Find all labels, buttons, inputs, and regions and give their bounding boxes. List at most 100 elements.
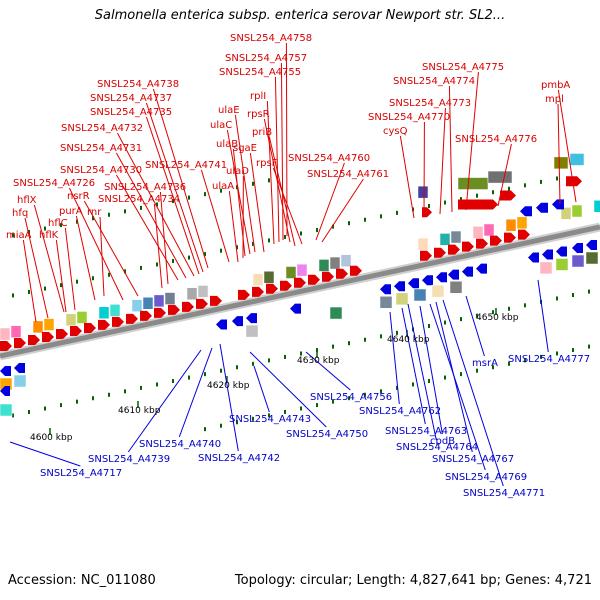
forward-gene-arrow	[266, 283, 278, 294]
reverse-feature-block	[245, 324, 259, 338]
upper-forward-arrow	[458, 199, 498, 210]
tick-row-upper-tick	[140, 205, 142, 210]
reverse-gene-arrow	[232, 316, 243, 327]
bottom-leader-line	[253, 365, 270, 413]
tick-row-mid-upper-tick	[348, 221, 350, 226]
reverse-gene-arrow	[572, 243, 583, 254]
upper-reverse-arrow	[552, 199, 564, 210]
top-leader-line	[497, 143, 512, 207]
bottom-gene-label: SNSL254_A4739	[88, 454, 170, 465]
top-gene-label: sgaE	[233, 143, 257, 154]
tick-row-mid-lower-tick	[268, 358, 270, 363]
tick-row-lower-tick	[236, 420, 238, 425]
top-gene-label: mpl	[545, 94, 564, 105]
bottom-gene-label: cpdB	[430, 436, 455, 447]
tick-row-mid-upper-tick	[284, 234, 286, 239]
tick-row-lower-tick	[412, 382, 414, 387]
bottom-gene-label: SNSL254_A4756	[310, 392, 392, 403]
reverse-gene-arrow	[436, 272, 447, 283]
tick-row-lower-tick	[204, 427, 206, 432]
bottom-gene-label: SNSL254_A4763	[385, 426, 467, 437]
tick-row-mid-upper-tick	[124, 269, 126, 274]
tick-row-mid-upper-tick	[188, 255, 190, 260]
forward-gene-arrow	[182, 301, 194, 312]
tick-row-mid-lower-tick	[572, 293, 574, 298]
reverse-gene-arrow	[14, 362, 25, 373]
tick-row-lower-tick	[476, 368, 478, 373]
forward-gene-arrow	[112, 316, 124, 327]
top-leader-line	[263, 118, 291, 243]
tick-row-mid-upper-tick	[332, 224, 334, 229]
feature-block	[417, 237, 429, 251]
tick-row-lower-tick	[588, 344, 590, 349]
upper-feature-block	[417, 185, 429, 199]
top-gene-label: rplI	[250, 91, 266, 102]
tick-row-mid-upper-tick	[444, 200, 446, 205]
tick-row-mid-upper-tick	[316, 228, 318, 233]
tick-row-mid-lower-tick	[108, 392, 110, 397]
top-leader-line	[99, 216, 105, 297]
feature-block	[340, 254, 352, 267]
tick-row-mid-upper-tick	[156, 262, 158, 267]
tick-row-upper-tick	[236, 185, 238, 190]
reverse-feature-block	[555, 258, 569, 271]
forward-gene-arrow	[434, 247, 446, 258]
tick-row-mid-upper-tick	[220, 248, 222, 253]
tick-row-upper-tick	[204, 192, 206, 197]
kbp-label: 4630 kbp	[297, 356, 340, 366]
kbp-label: 4640 kbp	[387, 335, 430, 345]
reverse-gene-arrow	[216, 319, 227, 330]
reverse-gene-arrow	[408, 278, 419, 289]
tick-row-mid-lower-tick	[300, 351, 302, 356]
feature-block	[516, 216, 528, 230]
lower-feature-block	[0, 403, 13, 417]
forward-gene-arrow	[126, 313, 138, 324]
tick-row-mid-lower-tick	[492, 310, 494, 315]
top-gene-label: SNSL254_A4732	[61, 123, 143, 134]
forward-gene-arrow	[28, 334, 40, 345]
top-leader-line	[24, 217, 49, 319]
tick-row-mid-lower-tick	[364, 337, 366, 342]
reverse-gene-arrow	[290, 303, 301, 314]
tick-row-lower-tick	[508, 361, 510, 366]
tick-row-mid-upper-tick	[28, 289, 30, 294]
bottom-leader-line	[407, 303, 437, 441]
top-gene-label: miaA	[6, 230, 32, 241]
forward-gene-arrow	[336, 268, 348, 279]
tick-row-mid-lower-tick	[252, 361, 254, 366]
reverse-gene-arrow	[0, 366, 11, 376]
lower-reverse-arrow	[0, 386, 10, 396]
backbone-line	[0, 224, 600, 359]
tick-row-mid-upper-tick	[460, 197, 462, 202]
forward-gene-arrow	[168, 304, 180, 315]
top-gene-label: SNSL254_A4726	[13, 178, 95, 189]
tick-row-mid-upper-tick	[76, 279, 78, 284]
tick-row-mid-upper-tick	[236, 245, 238, 250]
upper-forward-arrow	[422, 207, 432, 218]
tick-row-lower-tick	[220, 423, 222, 428]
feature-block	[197, 285, 209, 298]
tick-row-lower-tick	[252, 416, 254, 421]
top-leader-line	[321, 178, 364, 243]
top-leader-line	[64, 227, 76, 311]
reverse-gene-arrow	[462, 266, 473, 277]
bottom-gene-label: SNSL254_A4717	[40, 468, 122, 479]
top-leader-line	[274, 76, 280, 243]
tick-row-mid-lower-tick	[556, 296, 558, 301]
tick-row-lower-tick	[556, 351, 558, 356]
forward-gene-arrow	[14, 337, 26, 348]
bottom-leader-line	[305, 351, 351, 391]
feature-block	[593, 200, 600, 213]
tick-row-mid-upper-tick	[540, 179, 542, 184]
tick-row-mid-lower-tick	[188, 375, 190, 380]
top-gene-label: cysQ	[383, 126, 408, 137]
top-leader-line	[234, 114, 256, 253]
tick-row-lower-tick	[540, 354, 542, 359]
tick-row-upper-tick	[252, 181, 254, 186]
forward-gene-arrow	[322, 271, 334, 282]
tick-row-upper-tick	[156, 202, 158, 207]
top-leader-line	[266, 100, 275, 245]
top-leader-line	[200, 169, 230, 263]
top-leader-line	[465, 71, 479, 211]
tick-row-mid-lower-tick	[92, 396, 94, 401]
